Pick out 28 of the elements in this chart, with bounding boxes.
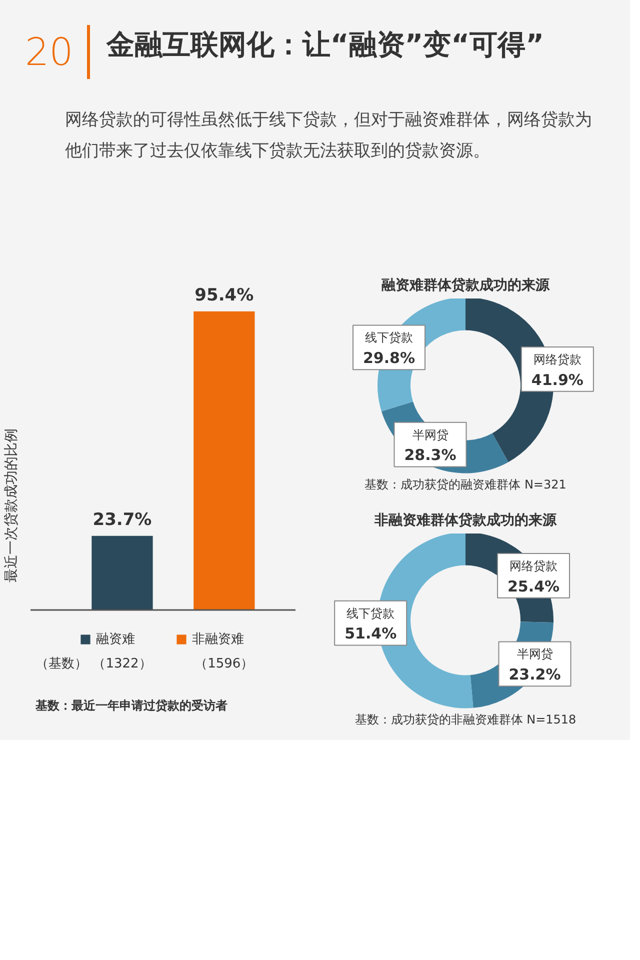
legend-label: 融资难: [96, 630, 136, 648]
y-axis-title: 最近一次贷款成功的比例: [4, 428, 20, 582]
chart-title: 非融资难群体贷款成功的来源: [374, 512, 558, 528]
data-label: 25.4%: [507, 577, 560, 596]
slice-label: 线下贷款: [364, 330, 413, 345]
data-label: 28.3%: [404, 446, 456, 464]
slice-label: 线下贷款: [346, 606, 395, 620]
text: 20: [25, 25, 90, 80]
data-label: 29.8%: [362, 349, 416, 368]
chart-subtitle: 网络贷款的可得性虽然低于线下贷款，但对于融资难群体，网络贷款为他们带来了过去仅依靠线下贷款无法获取到的贷款资源。: [64, 109, 593, 163]
chart-title: 金融互联网化：让“融资”变“可得”: [106, 27, 544, 63]
slice-label: 半网贷: [516, 647, 553, 662]
data-label: 23.7%: [92, 510, 152, 530]
text: （1596）: [194, 656, 254, 672]
text: 基数：成功获贷的融资难群体 N=321: [364, 478, 566, 492]
slice-label: 网络贷款: [510, 558, 558, 573]
data-label: 51.4%: [344, 624, 397, 643]
text: （基数）: [36, 656, 88, 672]
legend-label: 非融资难: [192, 630, 244, 648]
data-label: 95.4%: [194, 285, 254, 306]
text: （1322）: [92, 656, 152, 672]
text: 基数：最近一年申请过贷款的受访者: [34, 698, 228, 713]
text: 基数：成功获贷的非融资难群体 N=1518: [354, 712, 576, 727]
data-label: 41.9%: [531, 370, 584, 389]
data-label: 23.2%: [508, 666, 561, 684]
slice-label: 半网贷: [412, 428, 448, 442]
chart-title: 融资难群体贷款成功的来源: [382, 276, 550, 294]
slice-label: 网络贷款: [533, 352, 582, 366]
